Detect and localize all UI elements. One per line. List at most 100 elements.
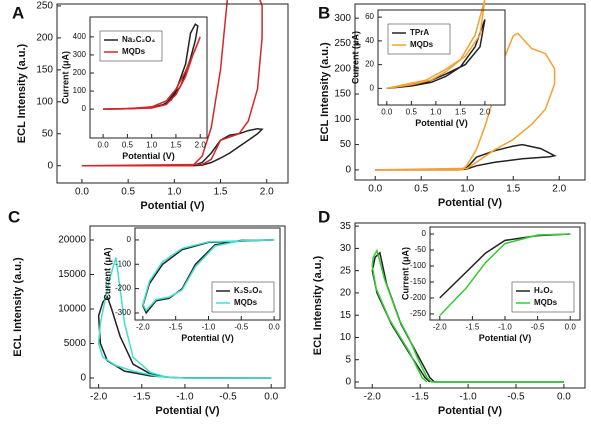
y-tick-label: 0 xyxy=(82,104,87,113)
x-tick-label: -1.5 xyxy=(133,392,151,403)
x-axis-label: Potential (V) xyxy=(479,333,532,343)
curve xyxy=(142,239,275,312)
x-tick-label: 0.0 xyxy=(381,107,393,116)
y-axis-label: ECL Intensity (a.u.) xyxy=(312,255,324,355)
y-tick-label: 200 xyxy=(334,63,351,74)
y-tick-label: -200 xyxy=(410,293,427,302)
y-tick-label: 0 xyxy=(47,160,53,171)
y-tick-label: 200 xyxy=(36,33,53,44)
y-tick-label: 40 xyxy=(365,36,374,45)
frame xyxy=(134,227,281,321)
y-tick-label: -100 xyxy=(115,259,132,268)
legend-box xyxy=(211,281,275,313)
y-tick-label: 60 xyxy=(365,12,374,21)
panel-label: A xyxy=(12,3,24,22)
y-tick-label: 0 xyxy=(345,377,351,388)
x-tick-label: 0.0 xyxy=(557,392,571,403)
x-tick-label: 1.0 xyxy=(146,140,158,149)
y-tick-label: 300 xyxy=(73,50,87,59)
y-tick-label: 150 xyxy=(36,64,53,75)
x-tick-label: 0.0 xyxy=(75,187,89,198)
x-tick-label: -1.0 xyxy=(459,392,477,403)
y-tick-label: 5 xyxy=(345,354,351,365)
panel-label: B xyxy=(318,3,330,22)
frame xyxy=(354,3,586,181)
legend-label: MQDs xyxy=(234,298,258,307)
y-tick-label: 25 xyxy=(340,265,352,276)
x-tick-label: -0.5 xyxy=(531,322,545,331)
y-tick-label: -50 xyxy=(414,245,426,254)
x-tick-label: -0.5 xyxy=(219,392,237,403)
x-tick-label: -2.0 xyxy=(433,322,447,331)
x-tick-label: 1.5 xyxy=(455,107,467,116)
x-axis-label: Potential (V) xyxy=(415,118,468,128)
x-axis-label: Potential (V) xyxy=(155,405,220,417)
y-tick-label: 10000 xyxy=(58,304,86,315)
x-tick-label: -0.5 xyxy=(507,392,525,403)
y-tick-label: -100 xyxy=(410,261,427,270)
x-tick-label: -0.5 xyxy=(234,322,248,331)
x-tick-label: 2.0 xyxy=(195,140,207,149)
y-tick-label: 0 xyxy=(345,165,351,176)
curve xyxy=(371,248,564,383)
curve xyxy=(386,0,486,90)
x-tick-label: -1.0 xyxy=(498,322,512,331)
y-tick-label: 15000 xyxy=(58,269,86,280)
curve xyxy=(439,233,571,317)
legend-box xyxy=(387,23,451,55)
x-tick-label: -1.0 xyxy=(176,392,194,403)
y-axis-label: ECL Intensity (a.u.) xyxy=(16,43,28,143)
y-tick-label: 100 xyxy=(73,86,87,95)
x-tick-label: 0.5 xyxy=(122,140,134,149)
panel-label: C xyxy=(8,207,20,226)
curve xyxy=(81,127,264,167)
x-axis-label: Potential (V) xyxy=(122,151,175,161)
y-tick-label: 15 xyxy=(340,310,352,321)
frame xyxy=(377,9,506,106)
y-axis-label: Current (μA) xyxy=(60,51,70,104)
curve xyxy=(142,239,275,315)
x-tick-label: 0.5 xyxy=(121,187,135,198)
y-tick-label: -200 xyxy=(115,284,132,293)
x-tick-label: 1.0 xyxy=(460,184,474,195)
curve xyxy=(375,143,557,171)
x-axis-label: Potential (V) xyxy=(438,405,503,417)
x-axis-label: Potential (V) xyxy=(140,200,205,212)
y-tick-label: 100 xyxy=(334,114,351,125)
x-tick-label: 2.0 xyxy=(479,107,491,116)
x-tick-label: 1.5 xyxy=(170,140,182,149)
x-tick-label: 0.0 xyxy=(565,322,577,331)
y-axis-label: ECL Intensity (a.u.) xyxy=(319,42,331,142)
x-tick-label: 2.0 xyxy=(552,184,566,195)
legend-box xyxy=(99,30,163,62)
y-tick-label: 20 xyxy=(365,60,374,69)
x-tick-label: -2.0 xyxy=(136,322,150,331)
y-tick-label: 50 xyxy=(42,128,54,139)
y-axis-label: Current (μA) xyxy=(400,247,410,300)
frame xyxy=(89,225,286,389)
y-tick-label: 200 xyxy=(73,68,87,77)
y-tick-label: -150 xyxy=(410,277,427,286)
y-tick-label: 5000 xyxy=(64,338,87,349)
y-tick-label: 250 xyxy=(36,1,53,12)
curve xyxy=(81,0,263,167)
y-tick-label: 250 xyxy=(334,38,351,49)
legend-label: MQDs xyxy=(122,47,146,56)
y-axis-label: Current (μA) xyxy=(350,31,360,84)
frame xyxy=(354,222,586,389)
curve xyxy=(103,36,201,110)
y-tick-label: 0 xyxy=(80,373,86,384)
x-tick-label: 0.0 xyxy=(98,140,110,149)
y-tick-label: 30 xyxy=(340,243,352,254)
x-tick-label: 1.5 xyxy=(506,184,520,195)
curve xyxy=(97,257,272,379)
y-tick-label: 100 xyxy=(36,96,53,107)
x-tick-label: -1.5 xyxy=(412,392,430,403)
legend-label: H₂O₂ xyxy=(534,286,554,295)
x-axis-label: Potential (V) xyxy=(438,197,503,209)
legend-label: MQDs xyxy=(534,298,558,307)
panel-label: D xyxy=(318,207,330,226)
legend-label: MQDs xyxy=(410,40,434,49)
frame xyxy=(89,16,208,139)
x-tick-label: -1.5 xyxy=(169,322,183,331)
